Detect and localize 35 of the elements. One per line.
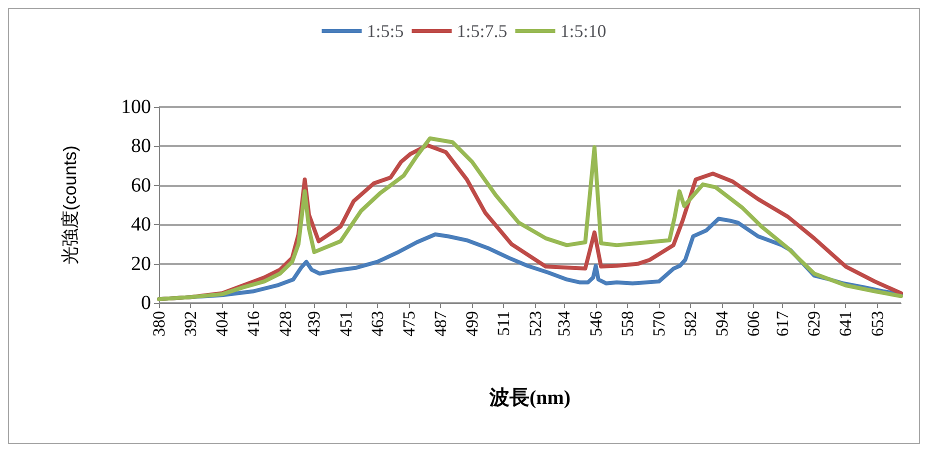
- y-tick-label: 80: [131, 135, 151, 158]
- x-tick-label: 523: [526, 311, 545, 336]
- x-tick-label: 570: [649, 311, 668, 336]
- x-tick-label: 475: [399, 311, 418, 336]
- x-tick-label: 511: [494, 311, 514, 336]
- x-tick-label: 641: [836, 311, 856, 336]
- x-axis-title: 波長(nm): [488, 387, 571, 409]
- x-tick-label: 380: [150, 311, 168, 336]
- y-tick-label: 100: [121, 96, 151, 118]
- x-tick-label: 463: [368, 311, 387, 336]
- x-tick-label: 594: [712, 310, 732, 336]
- y-tick-label: 0: [141, 292, 151, 314]
- x-tick-label: 606: [744, 311, 764, 336]
- x-tick-label: 439: [304, 311, 324, 336]
- x-tick-label: 499: [462, 311, 482, 336]
- y-tick-label: 20: [131, 252, 151, 275]
- y-axis-title: 光強度(counts): [60, 145, 80, 265]
- x-tick-label: 629: [804, 311, 824, 336]
- x-tick-label: 451: [336, 311, 356, 336]
- legend-label: 1:5:10: [560, 21, 606, 41]
- x-tick-label: 404: [212, 310, 232, 336]
- x-tick-label: 617: [773, 310, 792, 336]
- y-tick-label: 60: [131, 174, 151, 196]
- x-tick-label: 653: [868, 311, 887, 336]
- x-tick-label: 392: [181, 311, 200, 336]
- x-tick-label: 558: [618, 311, 637, 336]
- legend-label: 1:5:7.5: [456, 21, 508, 41]
- x-tick-label: 546: [586, 311, 606, 336]
- legend-label: 1:5:5: [366, 21, 404, 41]
- x-tick-label: 428: [276, 311, 295, 336]
- x-tick-label: 487: [431, 310, 450, 336]
- y-tick-label: 40: [131, 214, 151, 236]
- x-tick-label: 534: [554, 310, 574, 336]
- x-tick-label: 416: [244, 311, 264, 336]
- x-tick-label: 582: [681, 311, 700, 336]
